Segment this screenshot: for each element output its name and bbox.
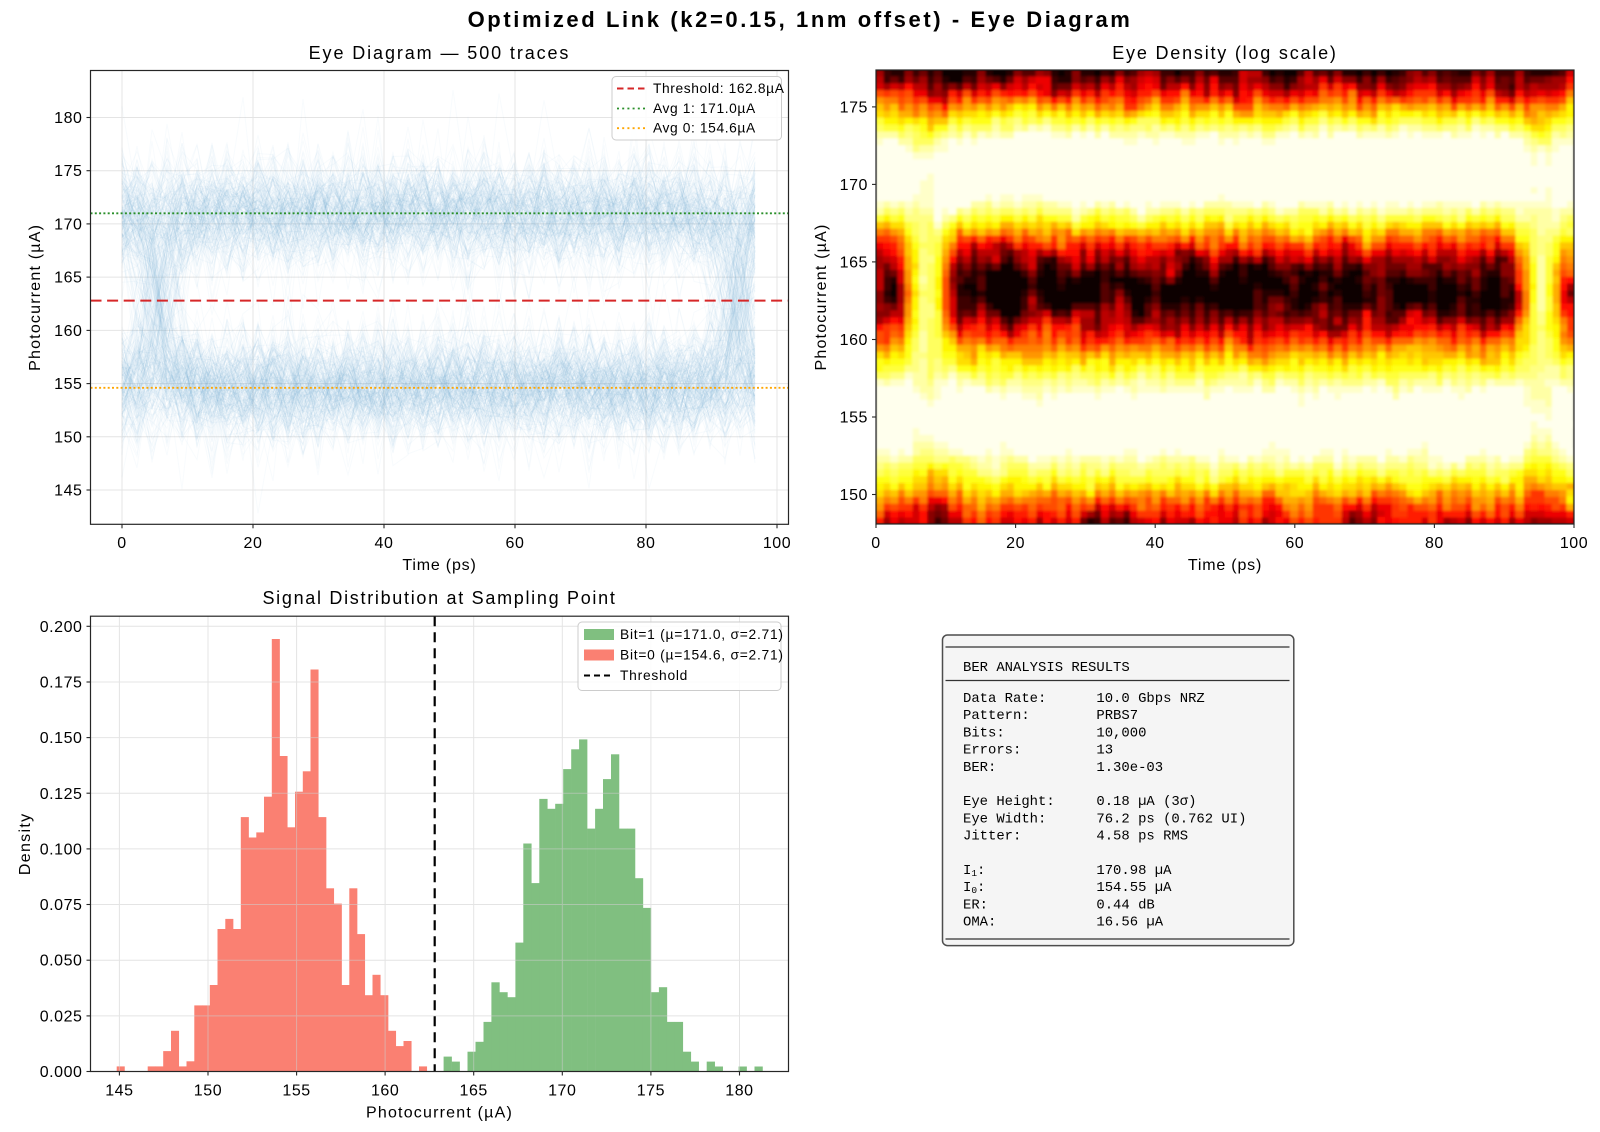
svg-text:160: 160	[840, 332, 868, 349]
svg-text:10.0 Gbps NRZ: 10.0 Gbps NRZ	[1096, 691, 1204, 707]
svg-text:40: 40	[1146, 535, 1165, 552]
svg-text:I1:: I1:	[963, 863, 985, 879]
svg-text:180: 180	[725, 1083, 753, 1100]
svg-text:16.56 µA: 16.56 µA	[1096, 915, 1163, 931]
svg-text:40: 40	[375, 535, 394, 552]
svg-text:Threshold: 162.8µA: Threshold: 162.8µA	[653, 81, 785, 96]
svg-text:60: 60	[1285, 535, 1304, 552]
svg-text:Jitter:: Jitter:	[963, 829, 1021, 845]
svg-text:Avg 1: 171.0µA: Avg 1: 171.0µA	[653, 101, 756, 116]
svg-text:170.98 µA: 170.98 µA	[1096, 863, 1172, 879]
svg-text:170: 170	[548, 1083, 576, 1100]
svg-text:0: 0	[117, 535, 126, 552]
svg-text:100: 100	[1560, 535, 1588, 552]
svg-text:0.44 dB: 0.44 dB	[1096, 897, 1154, 913]
svg-text:160: 160	[371, 1083, 399, 1100]
svg-text:154.55 µA: 154.55 µA	[1096, 880, 1172, 896]
svg-text:0: 0	[871, 535, 880, 552]
svg-text:Bit=1 (µ=171.0, σ=2.71): Bit=1 (µ=171.0, σ=2.71)	[620, 627, 784, 642]
svg-text:1.30e-03: 1.30e-03	[1096, 760, 1163, 776]
svg-text:OMA:: OMA:	[963, 915, 996, 931]
svg-text:20: 20	[1006, 535, 1025, 552]
svg-text:145: 145	[54, 483, 82, 500]
svg-text:Photocurrent (µA): Photocurrent (µA)	[813, 223, 830, 370]
svg-text:160: 160	[54, 323, 82, 340]
svg-text:76.2 ps (0.762 UI): 76.2 ps (0.762 UI)	[1096, 811, 1246, 827]
svg-text:Bits:: Bits:	[963, 725, 1005, 741]
svg-text:Photocurrent (µA): Photocurrent (µA)	[27, 224, 44, 371]
svg-text:170: 170	[54, 216, 82, 233]
svg-text:13: 13	[1096, 743, 1113, 759]
svg-text:0.100: 0.100	[40, 841, 83, 858]
svg-text:Bit=0 (µ=154.6, σ=2.71): Bit=0 (µ=154.6, σ=2.71)	[620, 648, 784, 663]
svg-text:Avg 0: 154.6µA: Avg 0: 154.6µA	[653, 121, 756, 136]
svg-text:165: 165	[840, 254, 868, 271]
svg-text:0.075: 0.075	[40, 897, 83, 914]
svg-text:Pattern:: Pattern:	[963, 708, 1030, 724]
svg-text:170: 170	[840, 177, 868, 194]
svg-text:Density: Density	[17, 813, 34, 875]
svg-text:Time (ps): Time (ps)	[402, 557, 476, 574]
svg-text:0.18 µA (3σ): 0.18 µA (3σ)	[1096, 794, 1196, 810]
svg-text:Data Rate:: Data Rate:	[963, 691, 1046, 707]
svg-text:I0:: I0:	[963, 880, 985, 896]
svg-text:10,000: 10,000	[1096, 725, 1146, 741]
svg-text:175: 175	[840, 99, 868, 116]
svg-text:Eye Density (log scale): Eye Density (log scale)	[1112, 43, 1337, 63]
svg-text:175: 175	[54, 163, 82, 180]
svg-text:150: 150	[840, 487, 868, 504]
svg-text:BER ANALYSIS RESULTS: BER ANALYSIS RESULTS	[963, 660, 1130, 676]
svg-text:ER:: ER:	[963, 897, 988, 913]
svg-text:0.200: 0.200	[40, 619, 83, 636]
svg-text:150: 150	[54, 429, 82, 446]
svg-text:BER:: BER:	[963, 760, 996, 776]
svg-text:150: 150	[194, 1083, 222, 1100]
svg-text:0.050: 0.050	[40, 953, 83, 970]
svg-text:0.000: 0.000	[40, 1064, 83, 1081]
svg-text:Eye Height:: Eye Height:	[963, 794, 1055, 810]
svg-text:PRBS7: PRBS7	[1096, 708, 1138, 724]
svg-text:155: 155	[282, 1083, 310, 1100]
svg-text:180: 180	[54, 110, 82, 127]
svg-text:175: 175	[637, 1083, 665, 1100]
svg-text:Time (ps): Time (ps)	[1188, 557, 1262, 574]
svg-text:4.58 ps RMS: 4.58 ps RMS	[1096, 829, 1188, 845]
svg-text:Optimized Link (k2=0.15, 1nm o: Optimized Link (k2=0.15, 1nm offset) - E…	[468, 7, 1133, 32]
svg-text:0.025: 0.025	[40, 1008, 83, 1025]
svg-text:Eye Diagram — 500 traces: Eye Diagram — 500 traces	[309, 43, 571, 63]
svg-text:155: 155	[54, 376, 82, 393]
svg-text:0.175: 0.175	[40, 674, 83, 691]
svg-text:0.125: 0.125	[40, 786, 83, 803]
svg-text:20: 20	[244, 535, 263, 552]
svg-text:100: 100	[763, 535, 791, 552]
svg-text:Photocurrent (µA): Photocurrent (µA)	[366, 1105, 513, 1122]
svg-text:60: 60	[506, 535, 525, 552]
svg-text:Errors:: Errors:	[963, 743, 1021, 759]
svg-text:Threshold: Threshold	[620, 668, 688, 683]
svg-text:155: 155	[840, 410, 868, 427]
svg-text:80: 80	[1425, 535, 1444, 552]
svg-text:Eye Width:: Eye Width:	[963, 811, 1046, 827]
svg-text:0.150: 0.150	[40, 730, 83, 747]
svg-text:165: 165	[54, 270, 82, 287]
svg-text:Signal Distribution at Samplin: Signal Distribution at Sampling Point	[262, 588, 616, 608]
svg-text:165: 165	[460, 1083, 488, 1100]
svg-text:80: 80	[637, 535, 656, 552]
svg-text:145: 145	[105, 1083, 133, 1100]
